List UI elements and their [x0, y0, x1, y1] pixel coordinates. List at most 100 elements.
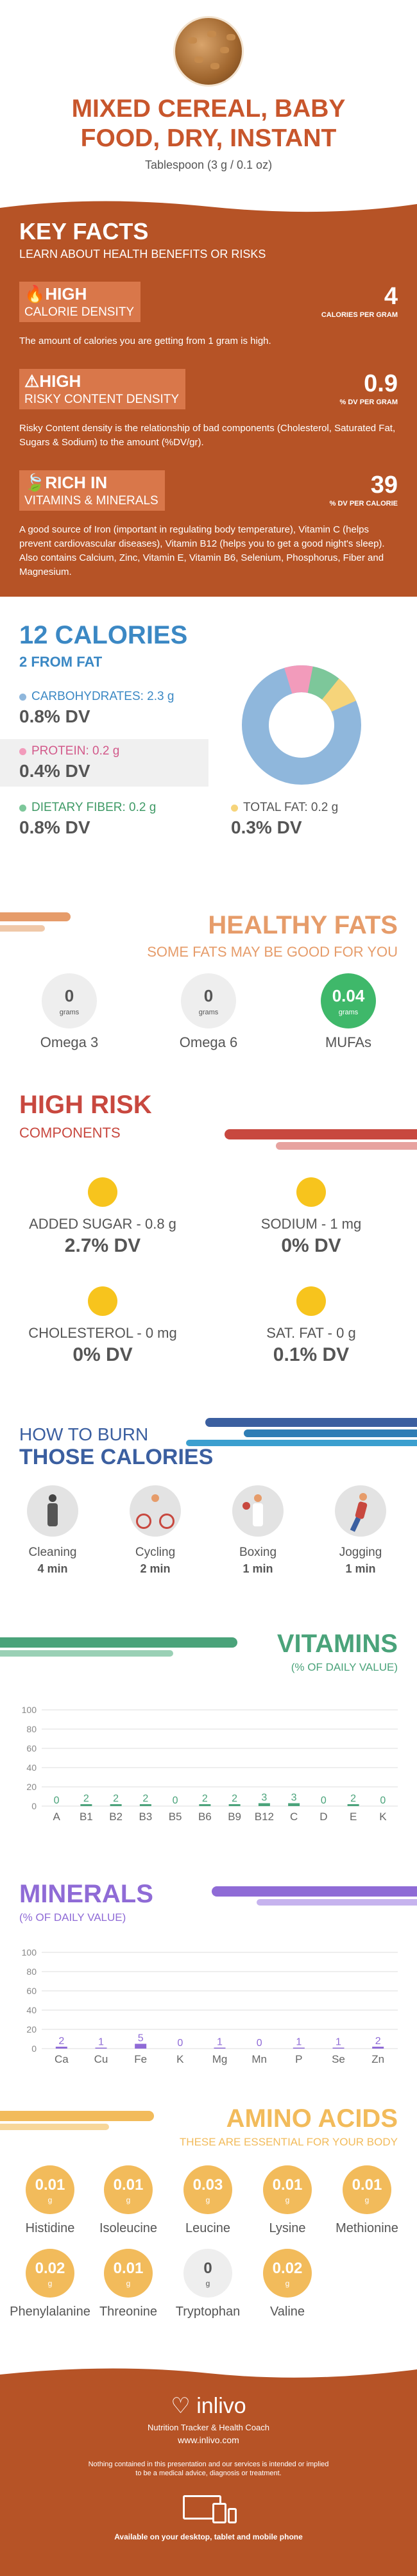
- fact-value: 0.9% DV PER GRAM: [339, 370, 398, 406]
- decor-stripe: [0, 2111, 154, 2121]
- high-risk-heading: HIGH RISK: [19, 1091, 152, 1119]
- activity-cycling: Cycling 2 min: [117, 1485, 194, 1576]
- bar-value-label: 2: [232, 1793, 237, 1804]
- x-tick-label: B6: [198, 1811, 212, 1823]
- fact-label: CALORIE DENSITY: [24, 305, 135, 319]
- y-tick-label: 0: [31, 2043, 37, 2054]
- mufas-circle: 0.04 grams: [321, 973, 376, 1028]
- smiley-icon: [296, 1177, 326, 1207]
- mufas-label: MUFAs: [325, 1034, 372, 1050]
- x-tick-label: Cu: [94, 2053, 108, 2065]
- bar-B2: [110, 1804, 122, 1806]
- calorie-donut-chart: [242, 665, 361, 785]
- x-tick-label: B1: [80, 1811, 93, 1823]
- histidine-label: Histidine: [25, 2221, 75, 2235]
- vitamins-section: VITAMINS (% OF DAILY VALUE) 0 20 40 60 80 100…: [0, 1604, 417, 1867]
- omega3-circle: 0 grams: [42, 973, 97, 1028]
- fact-label: VITAMINS & MINERALS: [24, 494, 158, 508]
- bar-B9: [228, 1804, 241, 1806]
- calories-section: 12 CALORIES 2 FROM FAT CARBOHYDRATES: 2.…: [0, 597, 417, 885]
- footer: ♡ inlivo Nutrition Tracker & Health Coac…: [0, 2364, 417, 2576]
- bar-value-label: 0: [173, 1795, 178, 1806]
- boxing-icon: [232, 1485, 284, 1537]
- x-tick-label: Se: [332, 2053, 345, 2065]
- histidine-circle: 0.01 g: [26, 2165, 74, 2214]
- protein-dv: 0.4% DV: [19, 761, 90, 781]
- key-facts-heading: KEY FACTS: [19, 218, 149, 244]
- lysine-circle: 0.01 g: [263, 2165, 312, 2214]
- threonine-label: Threonine: [99, 2305, 158, 2319]
- disclaimer-line-1: Nothing contained in this presentation a…: [88, 2461, 329, 2468]
- fact-desc: Risky Content density is the relationshi…: [19, 423, 396, 448]
- x-tick-label: Mn: [251, 2053, 267, 2065]
- decor-stripe: [0, 925, 45, 932]
- bar-Cu: [95, 2047, 107, 2049]
- title-line-2: FOOD, DRY, INSTANT: [80, 124, 337, 152]
- x-tick-label: Zn: [371, 2053, 384, 2065]
- y-tick-label: 80: [26, 1724, 37, 1734]
- phenylalanine-circle: 0.02 g: [26, 2249, 74, 2298]
- fact-tag: 🔥HIGH CALORIE DENSITY: [19, 282, 141, 322]
- bar-E: [347, 1804, 359, 1806]
- bar-value-label: 5: [138, 2033, 144, 2044]
- x-tick-label: E: [350, 1811, 357, 1823]
- bar-B3: [139, 1804, 151, 1806]
- devices-icon: [176, 2495, 241, 2523]
- valine-circle: 0.02 g: [263, 2249, 312, 2298]
- fact-desc: The amount of calories you are getting f…: [19, 336, 271, 346]
- x-tick-label: A: [53, 1811, 60, 1823]
- y-tick-label: 100: [22, 1947, 37, 1958]
- x-tick-label: Mg: [212, 2053, 228, 2065]
- decor-stripe: [0, 912, 71, 921]
- burn-heading-2: THOSE CALORIES: [19, 1445, 214, 1469]
- x-tick-label: K: [176, 2053, 184, 2065]
- brand-logo[interactable]: ♡ inlivo: [171, 2394, 246, 2418]
- bar-Zn: [372, 2047, 384, 2049]
- cleaning-icon: [27, 1485, 78, 1537]
- x-tick-label: C: [290, 1811, 298, 1823]
- activity-cleaning: Cleaning 4 min: [14, 1485, 91, 1576]
- bar-value-label: 2: [58, 2036, 64, 2047]
- key-facts-section: KEY FACTS LEARN ABOUT HEALTH BENEFITS OR…: [0, 192, 417, 597]
- y-tick-label: 100: [22, 1705, 37, 1715]
- methionine-label: Methionine: [336, 2221, 398, 2235]
- tryptophan-label: Tryptophan: [175, 2305, 241, 2319]
- x-tick-label: B5: [169, 1811, 182, 1823]
- high-risk-subheading: COMPONENTS: [19, 1125, 121, 1141]
- amino-acids-section: AMINO ACIDS THESE ARE ESSENTIAL FOR YOUR…: [0, 2079, 417, 2364]
- burn-calories-section: HOW TO BURN THOSE CALORIES Cleaning 4 mi…: [0, 1399, 417, 1604]
- bar-Se: [332, 2047, 345, 2049]
- bar-value-label: 1: [336, 2037, 341, 2048]
- title-line-1: MIXED CEREAL, BABY: [71, 95, 346, 123]
- vitamins-bar-chart: 0204060801000A2B12B22B30B52B62B93B123C0D…: [22, 1705, 398, 1823]
- x-tick-label: Fe: [134, 2053, 147, 2065]
- bar-value-label: 2: [375, 2036, 381, 2047]
- page-title: MIXED CEREAL, BABY FOOD, DRY, INSTANT: [0, 94, 417, 153]
- y-tick-label: 40: [26, 2005, 37, 2015]
- fact-level: 🔥HIGH: [24, 284, 87, 303]
- fiber-dv: 0.8% DV: [19, 817, 90, 837]
- x-tick-label: P: [295, 2053, 302, 2065]
- fat-dot-icon: [231, 804, 238, 812]
- x-tick-label: K: [379, 1811, 387, 1823]
- leaf-icon: 🍃: [24, 473, 46, 492]
- x-tick-label: B9: [228, 1811, 241, 1823]
- carbs-dv: 0.8% DV: [19, 706, 90, 726]
- brand-url[interactable]: www.inlivo.com: [178, 2435, 239, 2445]
- valine-label: Valine: [269, 2305, 305, 2319]
- carbs-dot-icon: [19, 693, 26, 701]
- wave-divider: [0, 2364, 417, 2378]
- brand-tagline: Nutrition Tracker & Health Coach: [147, 2423, 270, 2432]
- calories-heading: 12 CALORIES: [19, 621, 188, 649]
- amino-heading: AMINO ACIDS: [226, 2104, 398, 2133]
- fact-tag: 🍃RICH IN VITAMINS & MINERALS: [19, 470, 165, 511]
- disclaimer-line-2: to be a medical advice, diagnosis or tre…: [135, 2469, 282, 2477]
- bar-value-label: 0: [54, 1795, 60, 1806]
- omega3-label: Omega 3: [40, 1034, 99, 1050]
- bar-Mg: [214, 2047, 226, 2049]
- fact-calorie-density: 🔥HIGH CALORIE DENSITY 4 CALORIES PER GRAM: [19, 282, 398, 322]
- donut-protein: [242, 665, 361, 785]
- sat-fat-item: SAT. FAT - 0 g 0.1% DV: [228, 1286, 395, 1366]
- y-tick-label: 60: [26, 1743, 37, 1753]
- leucine-label: Leucine: [185, 2221, 231, 2235]
